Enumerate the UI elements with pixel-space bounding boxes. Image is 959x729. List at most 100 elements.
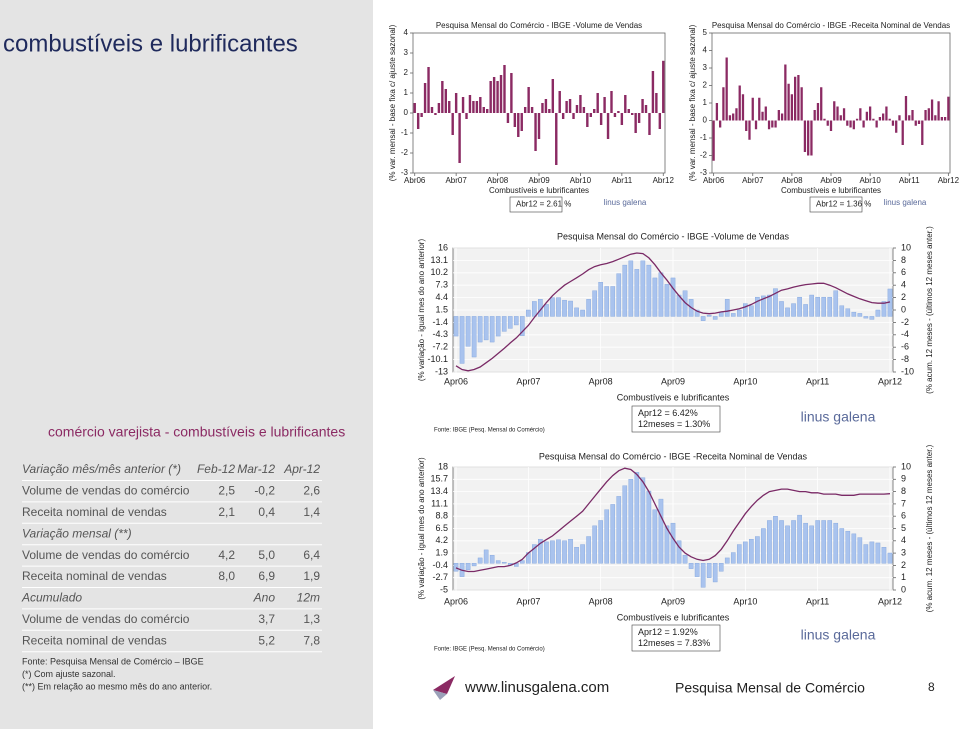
bar	[754, 120, 758, 130]
y-tick-label: -5	[440, 584, 448, 594]
bar	[930, 99, 934, 121]
bar	[869, 541, 875, 564]
x-tick-label: Apr11	[806, 376, 829, 386]
bar	[761, 111, 764, 121]
bar	[517, 113, 520, 137]
bar	[869, 316, 875, 320]
y2-tick-label: 5	[901, 523, 906, 533]
x-tick-label: Abr12	[938, 176, 959, 185]
x-axis-label: Combustíveis e lubrificantes	[617, 612, 730, 622]
bar	[807, 120, 810, 156]
bar	[809, 294, 814, 317]
bar	[887, 552, 893, 564]
bar	[520, 113, 523, 131]
bar	[541, 103, 544, 113]
bar	[833, 101, 836, 121]
bar	[688, 563, 694, 569]
x-tick-label: Abr12	[653, 176, 675, 185]
bar	[745, 120, 748, 131]
bar	[849, 120, 852, 128]
table-cell: Receita nominal de vendas	[22, 633, 167, 647]
x-tick-label: Apr06	[444, 596, 468, 606]
bar	[624, 95, 627, 113]
x-tick-label: Apr12	[878, 376, 902, 386]
bar	[503, 65, 506, 113]
y2-tick-label: 0	[901, 304, 906, 314]
bar	[550, 297, 555, 317]
bar	[724, 557, 730, 564]
y-tick-label: 15.7	[430, 474, 448, 484]
bar	[496, 81, 499, 113]
bar	[712, 120, 715, 161]
bar	[586, 536, 591, 564]
y-tick-label: -7.2	[432, 342, 448, 352]
bar	[468, 95, 472, 113]
bar	[839, 115, 842, 121]
bar	[809, 525, 814, 564]
bar	[868, 106, 872, 121]
y-tick-label: 1.5	[435, 304, 448, 314]
bar	[555, 113, 558, 165]
bar	[620, 113, 624, 125]
bar	[574, 547, 579, 564]
source-note: Fonte: IBGE (Pesq. Mensal do Comércio)	[434, 428, 545, 434]
y-tick-label: 0	[404, 108, 409, 117]
x-tick-label: Abr07	[742, 176, 764, 185]
y-tick-label: -1.4	[432, 317, 448, 327]
bar	[821, 520, 826, 564]
table-header-cell: Ano	[253, 591, 276, 605]
table-cell: 8,0	[218, 569, 235, 583]
bar	[606, 113, 610, 139]
y2-tick-label: 6	[901, 511, 906, 521]
x-tick-label: Apr11	[806, 596, 829, 606]
bar	[785, 525, 790, 564]
bar	[486, 109, 489, 113]
bar	[538, 538, 543, 564]
table-cell: 2,5	[218, 484, 235, 498]
bar	[803, 120, 807, 152]
bar	[507, 316, 513, 329]
bar	[582, 107, 586, 113]
bar	[722, 87, 725, 121]
bar	[730, 552, 736, 564]
side-panel	[0, 0, 373, 729]
bar	[580, 544, 585, 564]
plot-area	[412, 32, 666, 174]
y-tick-label: -2.7	[432, 572, 448, 582]
bar	[482, 107, 485, 113]
bar	[520, 560, 525, 564]
note-text: Abr12 = 2.61 %	[516, 200, 571, 209]
brand: linus galena	[801, 627, 876, 643]
bar	[813, 110, 816, 121]
bar	[604, 286, 610, 317]
bar	[676, 540, 682, 564]
bar	[483, 549, 489, 564]
bar	[773, 288, 778, 317]
bar	[616, 273, 622, 317]
bar	[658, 272, 664, 317]
bar	[728, 115, 732, 121]
bar	[882, 113, 885, 121]
footer-url: www.linusgalena.com	[464, 679, 609, 696]
bar	[427, 67, 430, 113]
bar	[712, 563, 718, 583]
bar	[826, 120, 829, 126]
bar	[875, 309, 881, 317]
bar	[881, 301, 887, 317]
table-cell: 5,2	[258, 633, 275, 647]
x-tick-label: Abr09	[528, 176, 550, 185]
bar	[562, 299, 567, 317]
footnote: (*) Com ajuste sazonal.	[22, 669, 116, 679]
bar	[712, 316, 718, 320]
bar	[655, 93, 658, 113]
bar	[940, 117, 943, 121]
y2-tick-label: 2	[901, 560, 906, 570]
bar	[479, 97, 482, 113]
bar	[604, 509, 610, 564]
bar	[640, 260, 646, 317]
y2-tick-label: 10	[901, 242, 911, 252]
bar	[904, 96, 908, 121]
bar	[534, 113, 537, 151]
note-text: Apr12 = 6.42%	[638, 408, 698, 418]
